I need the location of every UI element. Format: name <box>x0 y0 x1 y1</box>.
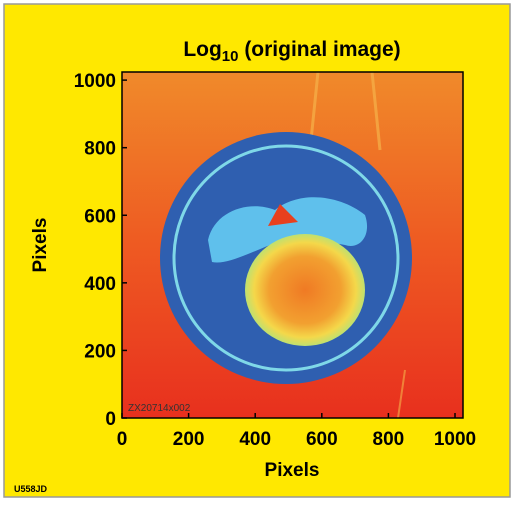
x-tick-label: 800 <box>373 429 405 450</box>
chart-title: Log10 (original image) <box>183 38 400 65</box>
y-axis-label: Pixels <box>30 218 51 273</box>
chart: Log10 (original image) ZX20714x002 Pixel… <box>0 0 515 502</box>
x-tick-label: 600 <box>306 429 338 450</box>
y-tick-label: 400 <box>84 274 116 295</box>
x-axis-label: Pixels <box>265 460 320 481</box>
image: ZX20714x002 <box>122 72 463 418</box>
core <box>245 234 365 346</box>
y-tick-label: 1000 <box>74 71 116 92</box>
x-tick-label: 1000 <box>434 429 476 450</box>
x-tick-label: 400 <box>239 429 271 450</box>
figure-id: U558JD <box>14 484 48 494</box>
y-tick-label: 200 <box>84 341 116 362</box>
x-tick-label: 200 <box>173 429 205 450</box>
title-base: Log <box>183 38 221 61</box>
title-subscript: 10 <box>222 48 239 65</box>
title-rest: (original image) <box>238 38 400 61</box>
y-tick-label: 800 <box>84 139 116 160</box>
x-tick-label: 0 <box>117 429 128 450</box>
image-label: ZX20714x002 <box>128 403 191 414</box>
y-tick-label: 0 <box>105 409 116 430</box>
y-tick-label: 600 <box>84 206 116 227</box>
